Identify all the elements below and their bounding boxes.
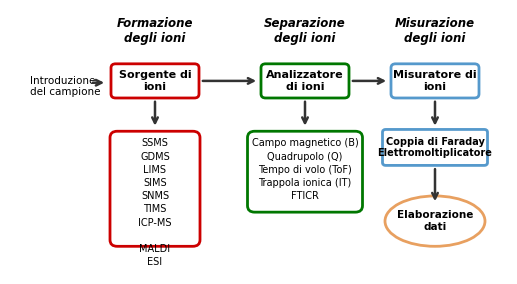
Text: Misurazione
degli ioni: Misurazione degli ioni <box>395 17 475 45</box>
FancyBboxPatch shape <box>110 131 200 246</box>
Text: Separazione
degli ioni: Separazione degli ioni <box>264 17 346 45</box>
Text: Sorgente di
ioni: Sorgente di ioni <box>119 70 191 92</box>
Text: Coppia di Faraday
Elettromoltiplicatore: Coppia di Faraday Elettromoltiplicatore <box>377 137 492 158</box>
Text: Introduzione
del campione: Introduzione del campione <box>30 76 100 97</box>
FancyBboxPatch shape <box>261 64 349 98</box>
FancyBboxPatch shape <box>391 64 479 98</box>
Text: Misuratore di
ioni: Misuratore di ioni <box>393 70 477 92</box>
FancyBboxPatch shape <box>248 131 362 212</box>
Text: Formazione
degli ioni: Formazione degli ioni <box>117 17 193 45</box>
FancyBboxPatch shape <box>383 130 488 165</box>
Text: Campo magnetico (B)
Quadrupolo (Q)
Tempo di volo (ToF)
Trappola ionica (IT)
FTIC: Campo magnetico (B) Quadrupolo (Q) Tempo… <box>252 138 358 201</box>
Text: Analizzatore
di ioni: Analizzatore di ioni <box>266 70 344 92</box>
Ellipse shape <box>385 196 485 246</box>
Text: Elaborazione
dati: Elaborazione dati <box>397 210 473 232</box>
FancyBboxPatch shape <box>111 64 199 98</box>
Text: SSMS
GDMS
LIMS
SIMS
SNMS
TIMS
ICP-MS

MALDI
ESI: SSMS GDMS LIMS SIMS SNMS TIMS ICP-MS MAL… <box>138 138 172 267</box>
